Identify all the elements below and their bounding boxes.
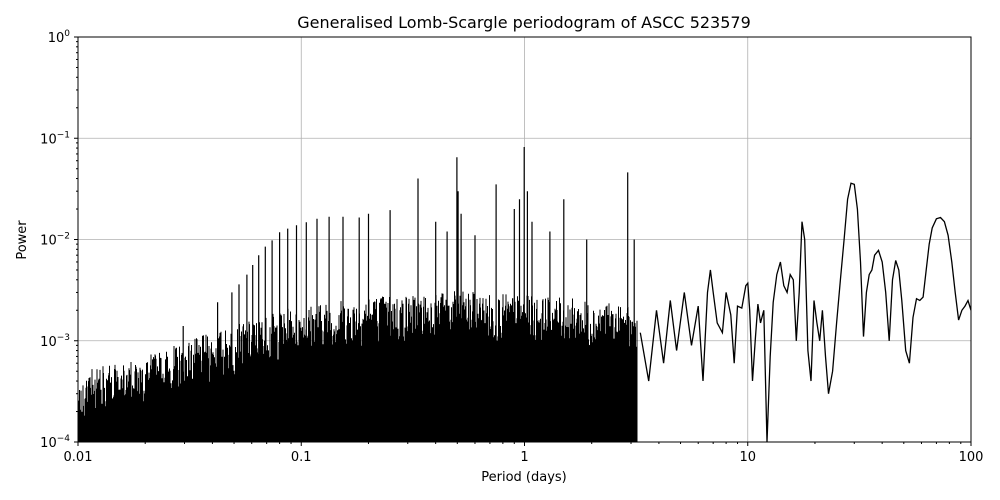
y-axis-label: Power <box>15 220 30 260</box>
y-tick-label: 10−1 <box>40 130 70 147</box>
y-tick-label: 10−3 <box>40 333 70 350</box>
y-tick-label: 10−2 <box>40 232 70 249</box>
x-tick-label: 0.1 <box>291 450 312 465</box>
chart-title: Generalised Lomb-Scargle periodogram of … <box>297 13 751 32</box>
y-tick-label: 100 <box>48 29 71 46</box>
y-tick-labels: 10−4 10−3 10−2 10−1 100 <box>40 29 70 451</box>
y-tick-label: 10−4 <box>40 434 70 451</box>
plot-area <box>78 147 971 442</box>
x-tick-label: 10 <box>739 450 756 465</box>
periodogram-long-period-series <box>639 182 971 442</box>
x-axis-label: Period (days) <box>481 470 567 485</box>
x-tick-label: 0.01 <box>64 450 93 465</box>
x-tick-label: 100 <box>959 450 984 465</box>
periodogram-noise-series <box>78 291 638 442</box>
x-tick-labels: 0.01 0.1 1 10 100 <box>64 450 984 465</box>
periodogram-peaks-series <box>182 147 635 442</box>
x-tick-label: 1 <box>520 450 528 465</box>
axis-ticks <box>74 36 972 446</box>
